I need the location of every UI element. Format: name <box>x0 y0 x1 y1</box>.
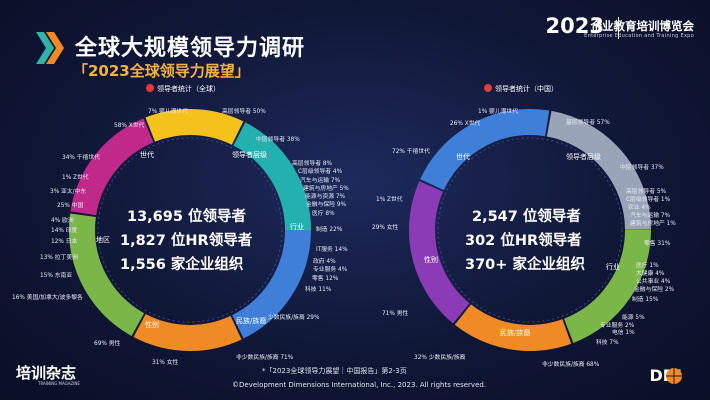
arc-label-level: 领导者层级 <box>566 153 601 161</box>
arc-label-ethnicity: 民族/族裔 <box>236 317 267 325</box>
right-label: 建筑与房地产 1% <box>630 221 676 227</box>
arc-label-industry: 行业 <box>290 223 304 231</box>
flag-icon <box>484 84 492 92</box>
left-label: 58% X世代 <box>114 123 145 129</box>
left-label: 3% 亚太/中东 <box>50 189 87 195</box>
left-label: 7% 婴儿潮世代 <box>148 109 189 115</box>
training-magazine-logo: 培训杂志 <box>16 364 77 382</box>
arc-label-gender: 性别 <box>424 256 438 264</box>
left-label: 制造 22% <box>316 227 343 233</box>
right-label: 汽车与运输 7% <box>630 213 671 219</box>
ring-segment-industry <box>69 109 311 351</box>
right-label: 能源 5% <box>622 315 645 321</box>
left-label: 专业服务 4% <box>313 267 348 273</box>
left-label: 16% 美国/加拿大/波多黎各 <box>12 295 83 301</box>
left-label: 金融与保险 9% <box>306 202 347 208</box>
ring-segment-industry <box>409 109 651 351</box>
right-label: 基层领导者 57% <box>566 120 610 126</box>
left-label: 34% 千禧世代 <box>62 155 100 161</box>
arc-label-level: 领导者层级 <box>232 151 267 159</box>
right-label: 26% X世代 <box>450 121 481 127</box>
right-label: 中层领导者 37% <box>620 165 664 171</box>
right-label: 制造 15% <box>632 297 659 303</box>
left-label: 高层领导者 8% <box>292 161 333 167</box>
copyright: ©Development Dimensions International, I… <box>232 381 487 389</box>
right-label: 医疗 1% <box>636 263 659 269</box>
page-subtitle: 「2023全球领导力展望」 <box>73 62 250 80</box>
left-label: 4% 欧洲 <box>51 218 74 224</box>
stat-organizations-china: 370+ 家企业组织 <box>465 257 585 273</box>
left-label: 中层领导者 38% <box>256 137 300 143</box>
left-label: 汽车与运输 7% <box>300 178 341 184</box>
right-label: 农业 4% <box>628 205 651 211</box>
stat-organizations: 1,556 家企业组织 <box>120 257 244 273</box>
left-label: IT服务 14% <box>316 247 348 253</box>
arc-label-generation: 世代 <box>140 151 154 159</box>
right-label: 72% 千禧世代 <box>392 149 430 155</box>
arc-label-generation: 世代 <box>456 153 470 161</box>
right-label: 非少数民族/族裔 68% <box>542 362 600 368</box>
legend-global: 领导者统计（全球） <box>146 84 220 94</box>
legend-china: 领导者统计（中国） <box>484 84 558 94</box>
footnote: *「2023全球领导力展望｜中国报告」第2-3页 <box>262 367 407 375</box>
ring-segment-level <box>69 109 311 351</box>
left-label: 零售 12% <box>312 276 339 282</box>
right-label: 科技 7% <box>596 340 619 346</box>
left-label: 31% 女性 <box>152 360 179 366</box>
brand-divider <box>618 17 619 39</box>
left-label: 少数民族/族裔 29% <box>268 315 320 321</box>
right-label: 零售 31% <box>644 241 671 247</box>
right-label: C层级领导者 1% <box>626 197 671 203</box>
arc-label-gender: 性别 <box>145 321 159 329</box>
right-label: 32% 少数民族/族裔 <box>414 355 466 361</box>
global-leader-donut <box>69 109 311 351</box>
arc-label-ethnicity: 民族/族裔 <box>500 329 531 337</box>
left-label: 能源与资源 7% <box>305 194 346 200</box>
right-label: 71% 男性 <box>382 311 409 317</box>
stat-hr-leaders-china: 302 位HR领导者 <box>465 233 582 249</box>
ring-segment-gender <box>69 109 311 351</box>
globe-icon <box>146 84 154 92</box>
left-label: 14% 印度 <box>51 228 78 234</box>
right-label: 专业服务 2% <box>600 323 635 329</box>
ring-segment-ethnicity <box>409 109 651 351</box>
left-label: C层级领导者 4% <box>298 169 343 175</box>
left-label: 高层领导者 50% <box>222 109 266 115</box>
page-title: 全球大规模领导力调研 <box>75 36 306 61</box>
left-label: 15% 东南亚 <box>40 273 73 279</box>
left-label: 非少数民族/族裔 71% <box>236 355 294 361</box>
ring-segment-region <box>69 109 311 351</box>
training-magazine-sub: TRAINING MAGAZINE <box>38 381 80 386</box>
left-label: 12% 日本 <box>51 239 78 245</box>
right-label: 高层领导者 5% <box>626 189 667 195</box>
right-label: 公共事业 4% <box>636 279 671 285</box>
right-label: 大健康 4% <box>636 271 665 277</box>
china-leader-donut <box>409 109 651 351</box>
basketball-icon <box>666 368 682 384</box>
expo-year: 2023 <box>545 14 604 38</box>
left-label: 1% Z世代 <box>62 175 89 181</box>
left-label: 13% 拉丁美洲 <box>40 255 78 261</box>
stat-leaders: 13,695 位领导者 <box>127 209 247 225</box>
left-label: 政府 4% <box>313 259 336 265</box>
right-label: 金融与保险 2% <box>634 287 675 293</box>
arc-label-industry: 行业 <box>606 263 620 271</box>
left-label: 建筑与房地产 5% <box>303 186 349 192</box>
left-label: 25% 中国 <box>57 203 84 209</box>
ring-segment-gender <box>409 109 651 351</box>
ring-segment-level <box>409 109 651 351</box>
left-label: 医疗 8% <box>312 211 335 217</box>
arc-label-region: 地区 <box>96 236 110 244</box>
stat-hr-leaders: 1,827 位HR领导者 <box>120 233 253 249</box>
chevron-logo-icon <box>36 32 64 64</box>
expo-name: 企业教育培训博览会 <box>590 19 695 33</box>
right-label: 电信 1% <box>612 330 635 336</box>
right-label: 1% Z世代 <box>376 197 403 203</box>
stat-leaders-china: 2,547 位领导者 <box>472 209 581 225</box>
right-label: 1% 婴儿潮世代 <box>478 109 519 115</box>
left-label: 科技 11% <box>305 287 332 293</box>
expo-subtitle: Enterprise Education and Training Expo <box>584 33 694 39</box>
left-label: 69% 男性 <box>94 341 121 347</box>
right-label: 29% 女性 <box>372 225 399 231</box>
